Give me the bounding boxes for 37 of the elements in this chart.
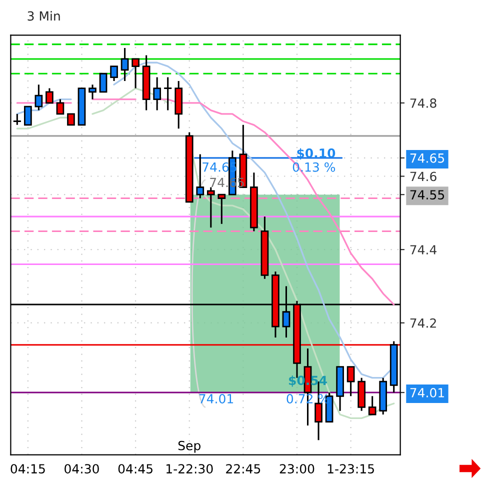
candlestick: [163, 76, 172, 112]
x-tick-label: 22:45: [226, 464, 260, 474]
y-tick-label: 74.6: [410, 172, 436, 182]
candlestick: [12, 113, 22, 126]
candlestick: [218, 194, 226, 225]
candlestick: [346, 366, 355, 397]
annotation: 0.13 %: [292, 162, 336, 172]
y-tick-label: 74.8: [410, 98, 436, 108]
candlestick: [88, 84, 96, 100]
candlestick: [368, 395, 376, 416]
y-tick-label: 74.55: [410, 190, 444, 200]
candlestick: [132, 58, 140, 90]
y-tick-label: 74.4: [410, 245, 436, 254]
annotation: Sep: [178, 440, 200, 453]
y-tick-label: 74.2: [410, 318, 436, 328]
x-tick-label: 1-23:15: [328, 464, 374, 474]
x-tick-label: 04:45: [118, 464, 152, 474]
candlestick: [24, 106, 32, 126]
x-tick-label: 1-22:30: [166, 464, 213, 474]
annotation: 74.01: [199, 394, 234, 404]
candlestick: [196, 153, 204, 200]
annotation: $0.10: [297, 148, 336, 160]
y-tick-label: 74.65: [410, 153, 444, 163]
candlestick: [67, 113, 75, 126]
chart-title: 3 Min: [28, 11, 60, 21]
candlestick: [99, 72, 108, 93]
candlestick: [46, 88, 54, 104]
candlestick: [153, 76, 162, 112]
candlestick: [120, 47, 129, 82]
y-tick-label: 74.01: [410, 388, 444, 398]
candlestick: [206, 186, 215, 228]
candlestick: [56, 98, 64, 115]
x-tick-label: 23:00: [280, 464, 314, 474]
candlestick: [34, 84, 43, 112]
candlestick: [110, 66, 118, 82]
x-tick-label: 04:30: [64, 464, 99, 474]
x-tick-label: 04:15: [10, 464, 45, 474]
